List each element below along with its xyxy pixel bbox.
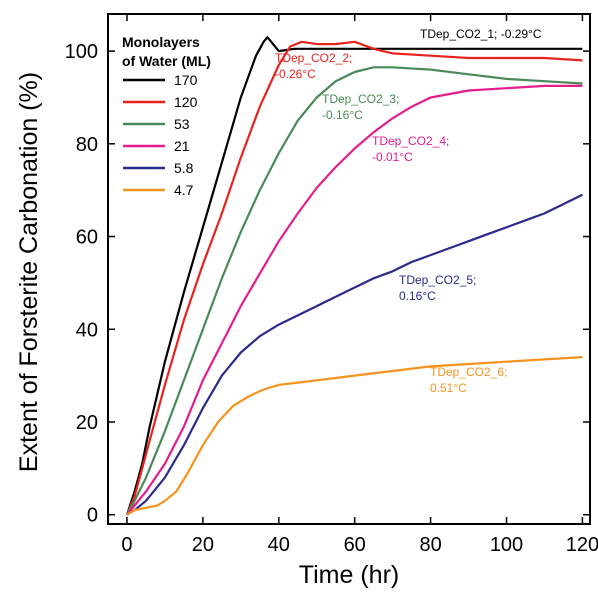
legend-title-line1: Monolayers [122,34,200,50]
annotation-5.8-line2: 0.16°C [399,289,436,303]
y-tick-label: 20 [76,412,98,434]
series-annotations: TDep_CO2_1; -0.29°C TDep_CO2_2; -0.26°C TDe… [275,27,542,395]
axis-ticks: 0 20 40 60 80 100 120 0 20 40 60 80 100 [65,14,598,556]
plot-frame [107,13,591,525]
annotation-21-line2: -0.01°C [372,150,413,164]
x-tick-label: 40 [268,534,290,556]
annotation-5.8-line1: TDep_CO2_5; [399,273,476,287]
annotation-53-line2: -0.16°C [322,108,363,122]
annotation-4.7-line1: TDep_CO2_6; [430,365,507,379]
annotation-170-line1: TDep_CO2_1; -0.29°C [420,27,542,41]
annotation-21-line1: TDep_CO2_4; [372,134,449,148]
legend-label-4.7: 4.7 [174,182,194,198]
x-tick-label: 60 [344,534,366,556]
series-line-53 [126,66,583,516]
y-tick-label: 60 [76,227,98,249]
annotation-53-line1: TDep_CO2_3; [322,92,399,106]
x-tick-label: 0 [121,534,132,556]
series-layer [125,36,583,516]
series-line-21 [126,84,583,516]
legend-label-53: 53 [174,116,190,132]
annotation-120-line2: -0.26°C [275,67,316,81]
y-axis-label: Extent of Forsterite Carbonation (%) [15,72,43,472]
legend-label-120: 120 [174,94,198,110]
y-tick-label: 40 [76,319,98,341]
x-tick-label: 80 [419,534,441,556]
legend-label-21: 21 [174,138,190,154]
y-tick-label: 0 [87,505,98,527]
annotation-120-line1: TDep_CO2_2; [275,51,352,65]
series-line-5.8 [126,193,583,516]
x-tick-label: 100 [490,534,523,556]
legend: Monolayers of Water (ML) 170 120 53 21 5.8 4.… [122,34,211,198]
series-line-120 [125,40,583,516]
x-axis-label: Time (hr) [299,561,399,589]
legend-label-170: 170 [174,72,198,88]
series-line-170 [125,36,583,516]
legend-label-5.8: 5.8 [174,160,194,176]
x-tick-label: 120 [566,534,598,556]
y-tick-label: 80 [76,134,98,156]
legend-title-line2: of Water (ML) [122,53,211,69]
y-tick-label: 100 [65,41,98,63]
annotation-4.7-line2: 0.51°C [430,381,467,395]
series-line-4.7 [126,356,583,516]
x-tick-label: 20 [192,534,214,556]
